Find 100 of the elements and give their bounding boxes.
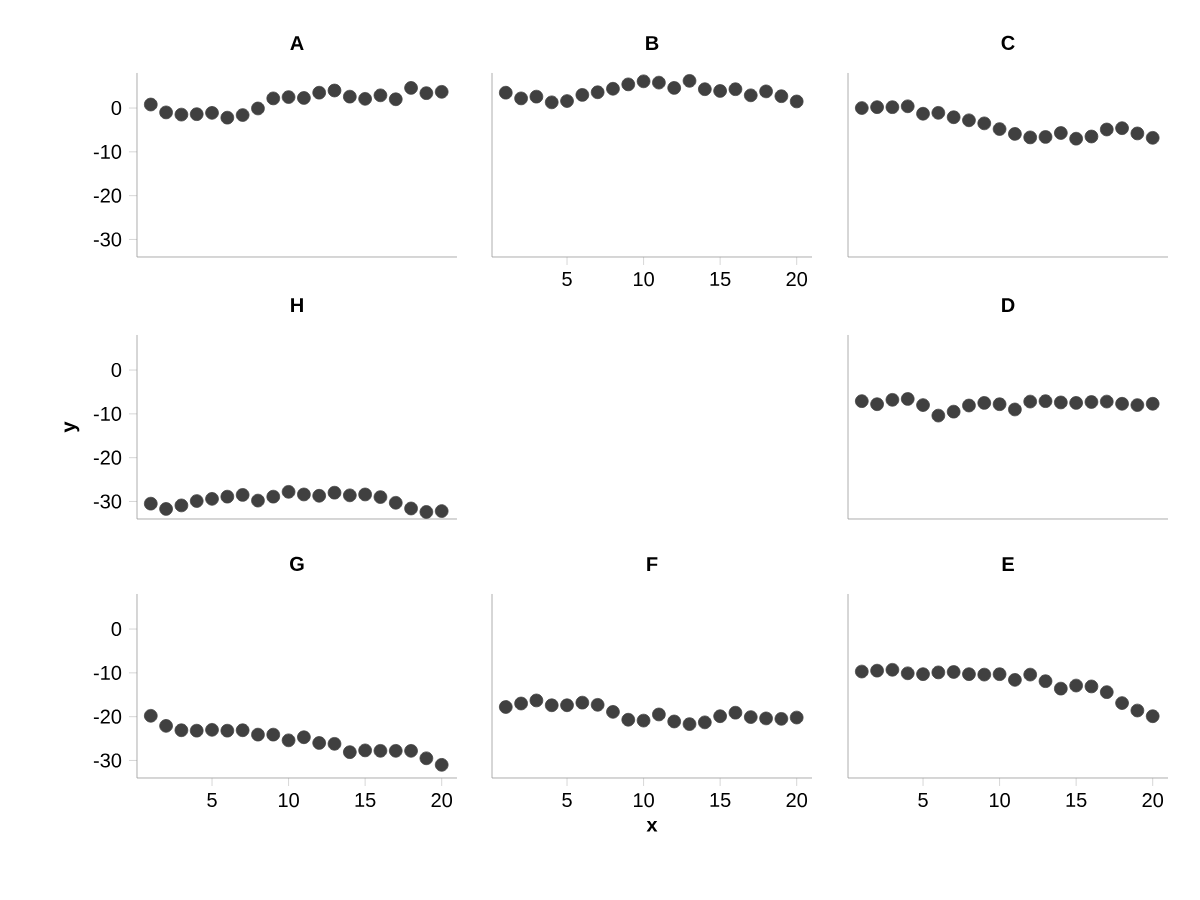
point xyxy=(621,712,636,727)
point xyxy=(946,665,961,679)
point xyxy=(1008,127,1022,141)
point xyxy=(916,398,930,412)
point xyxy=(514,91,528,106)
point xyxy=(419,505,434,519)
point xyxy=(312,736,326,750)
point xyxy=(916,106,930,121)
point xyxy=(205,723,219,737)
point xyxy=(575,88,590,102)
chart-title: E xyxy=(1002,557,1014,571)
point xyxy=(1069,396,1083,410)
point xyxy=(1084,395,1099,409)
chart-title: H xyxy=(291,298,303,312)
y-tick-label: 0 xyxy=(111,100,122,116)
point xyxy=(1069,678,1083,693)
point xyxy=(590,85,605,100)
point xyxy=(652,707,666,722)
y-axis-title: y xyxy=(64,421,80,433)
point xyxy=(1054,126,1068,140)
point xyxy=(529,89,544,104)
point xyxy=(946,404,961,419)
point xyxy=(870,397,884,412)
point xyxy=(560,94,574,108)
point xyxy=(388,744,403,758)
point xyxy=(266,727,281,742)
y-tick-label: 0 xyxy=(111,621,122,637)
point xyxy=(992,667,1007,681)
point xyxy=(373,490,388,504)
point xyxy=(1115,696,1129,710)
point xyxy=(235,488,250,502)
y-tick-label: -30 xyxy=(93,753,122,768)
point xyxy=(1069,131,1083,146)
point xyxy=(1130,398,1145,412)
point xyxy=(281,733,296,748)
y-tick-label: -20 xyxy=(93,450,122,465)
x-tick-label: 5 xyxy=(207,793,217,808)
point xyxy=(143,97,158,112)
point xyxy=(900,99,915,114)
y-tick-label: -30 xyxy=(93,494,122,509)
point xyxy=(235,108,250,122)
point xyxy=(682,74,697,88)
point xyxy=(774,712,789,726)
y-tick-label: 0 xyxy=(111,362,122,378)
point xyxy=(358,487,372,502)
point xyxy=(900,666,915,681)
point xyxy=(404,501,418,516)
x-axis-title: x xyxy=(646,820,658,832)
point xyxy=(327,485,342,500)
point xyxy=(434,758,449,772)
point xyxy=(358,743,372,758)
point xyxy=(1023,130,1037,145)
point xyxy=(743,88,758,103)
x-tick-label: 15 xyxy=(1066,793,1087,808)
point xyxy=(1084,679,1099,694)
point xyxy=(297,91,311,105)
x-tick-label: 5 xyxy=(918,793,928,808)
point xyxy=(388,92,403,107)
point xyxy=(698,82,712,96)
point xyxy=(1038,674,1053,688)
point xyxy=(636,74,651,89)
point xyxy=(1145,709,1160,724)
point xyxy=(1130,126,1145,141)
point xyxy=(174,107,189,122)
point xyxy=(1054,395,1068,410)
y-tick-label: -30 xyxy=(93,232,122,247)
chart-title: C xyxy=(1001,35,1015,50)
point xyxy=(297,730,311,745)
point xyxy=(885,100,900,114)
point xyxy=(220,110,235,125)
point xyxy=(854,394,869,408)
point xyxy=(312,488,326,503)
point xyxy=(1145,131,1160,145)
point xyxy=(560,698,574,713)
point xyxy=(759,711,773,726)
point xyxy=(1099,394,1114,409)
x-tick-label: 15 xyxy=(355,793,376,808)
chart-title: D xyxy=(1002,298,1015,312)
point xyxy=(143,708,158,723)
point xyxy=(728,82,743,96)
x-tick-label: 20 xyxy=(786,272,808,287)
point xyxy=(931,106,946,120)
point xyxy=(514,696,528,711)
point xyxy=(992,122,1007,136)
point xyxy=(1023,394,1037,409)
point xyxy=(1099,122,1114,137)
y-tick-label: -10 xyxy=(93,665,122,680)
y-tick-label: -10 xyxy=(93,144,122,159)
point xyxy=(885,393,900,407)
point xyxy=(143,496,158,511)
point xyxy=(373,88,388,103)
point xyxy=(327,737,342,751)
point xyxy=(728,705,743,720)
x-tick-label: 20 xyxy=(431,793,453,808)
point xyxy=(529,693,544,708)
y-tick-label: -10 xyxy=(93,406,122,421)
point xyxy=(946,110,961,125)
point xyxy=(575,695,590,710)
point xyxy=(606,81,620,96)
point xyxy=(698,715,712,730)
